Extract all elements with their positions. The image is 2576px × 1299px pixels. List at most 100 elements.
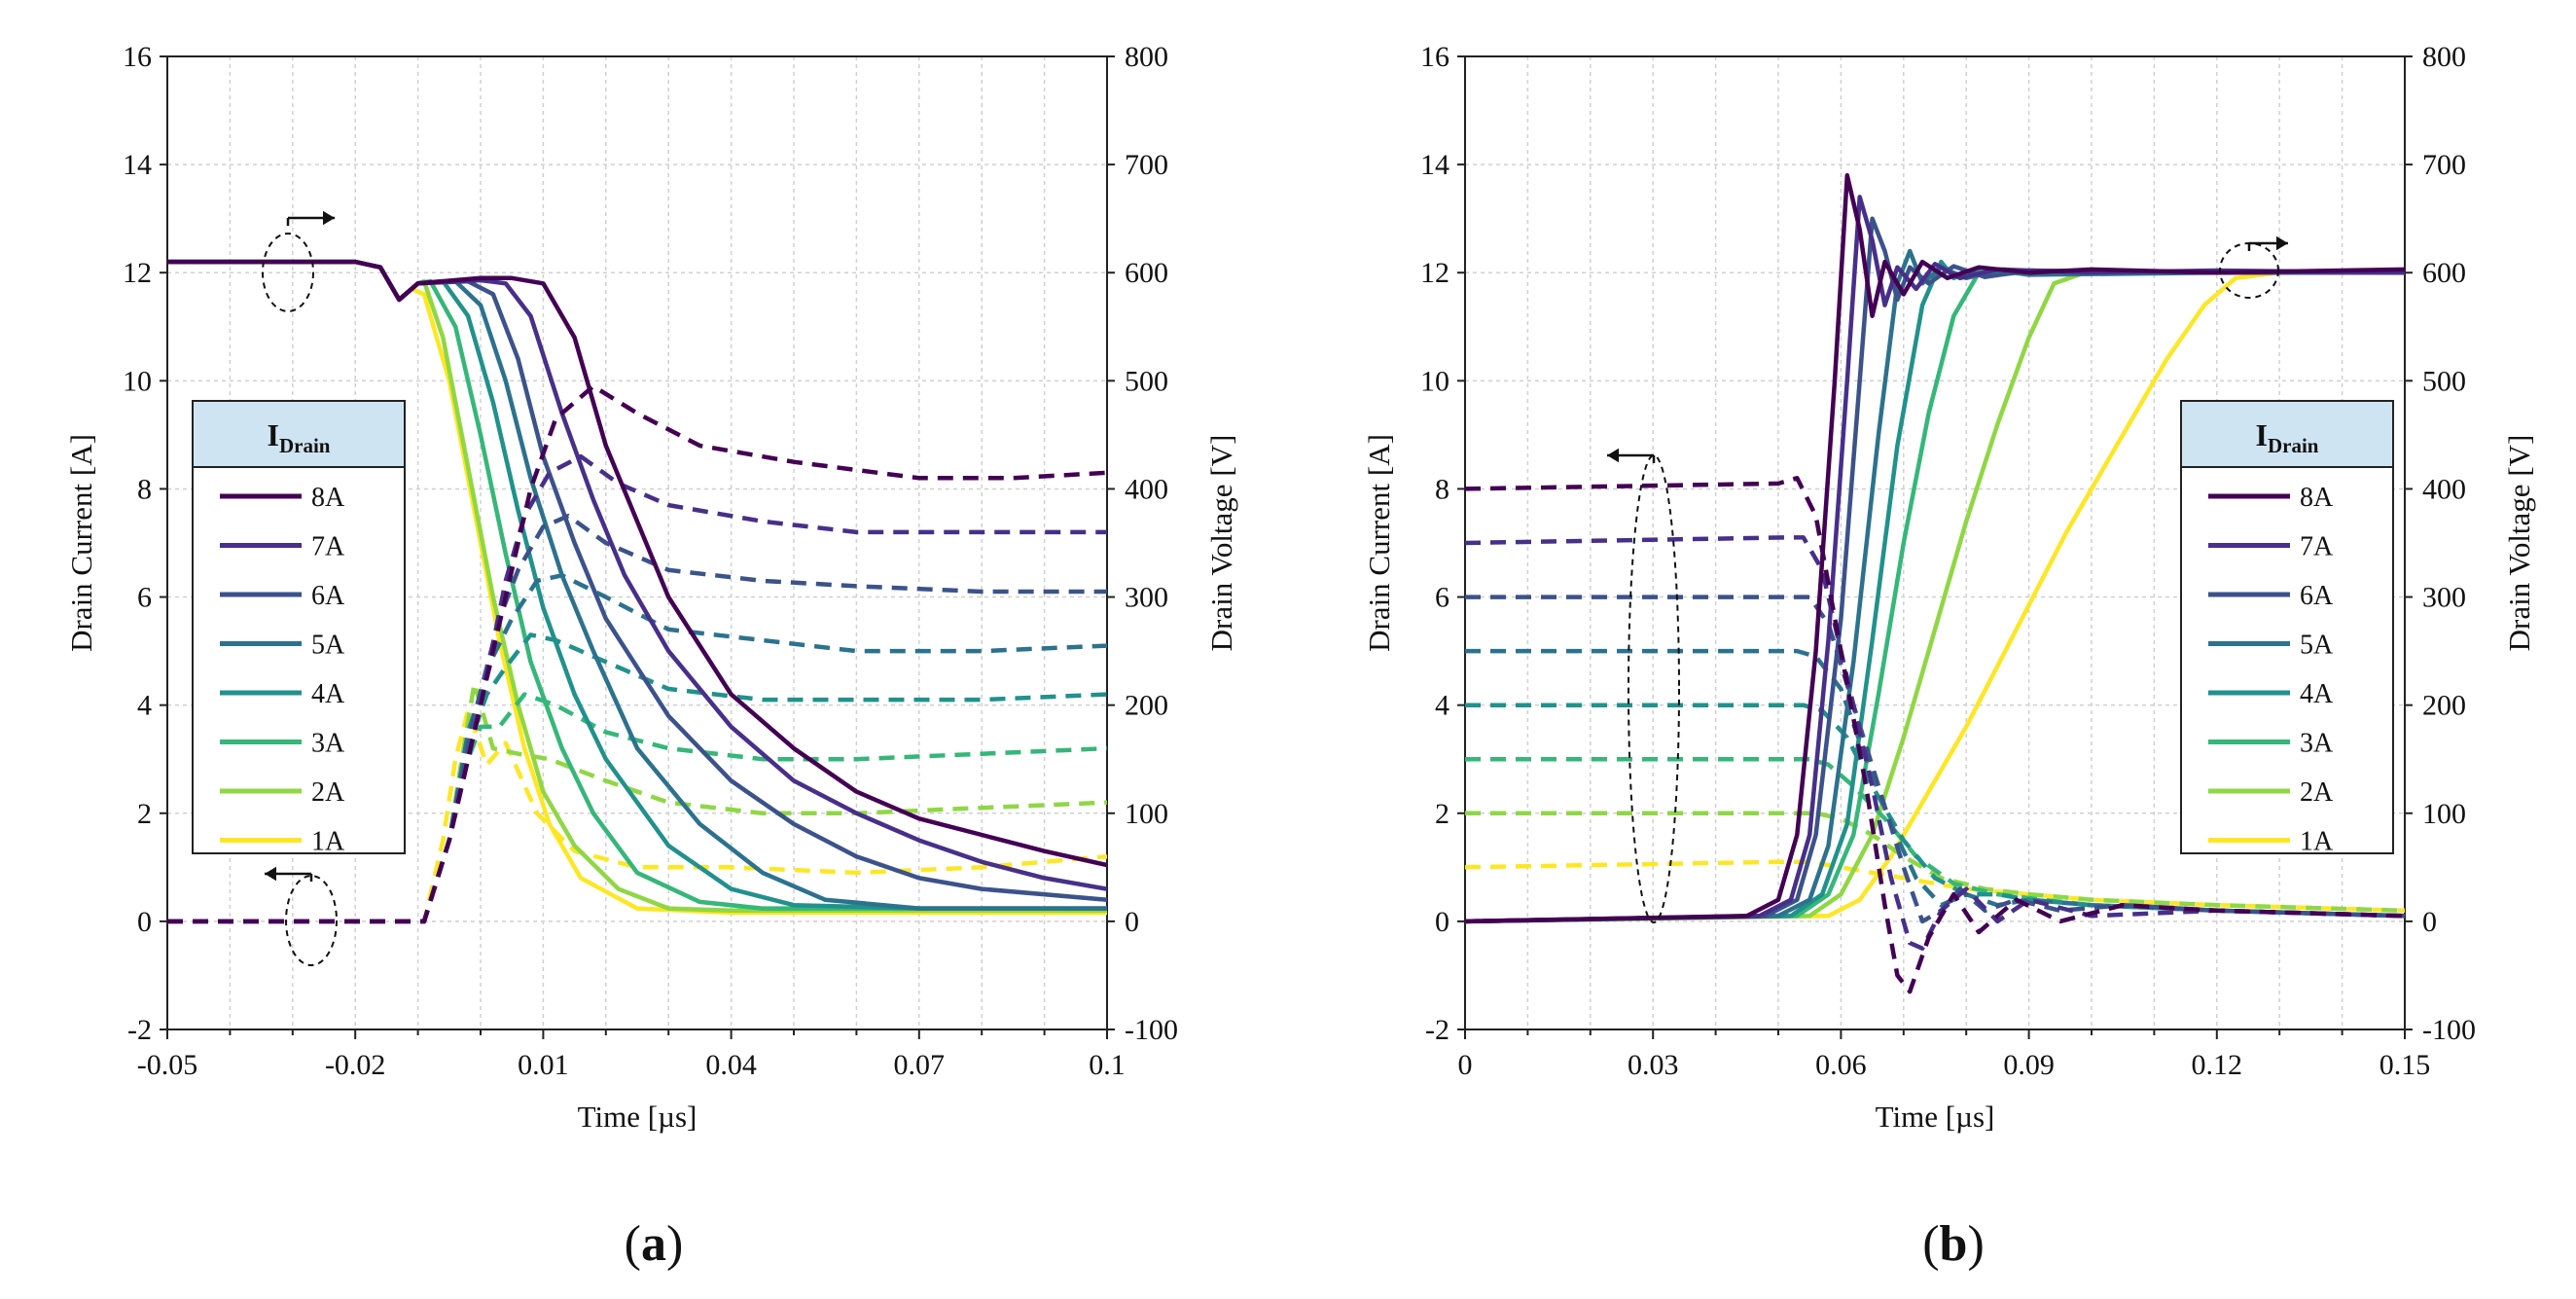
arrow-head-icon [2276,235,2288,251]
plot-frame [166,55,1108,1030]
y-right-tick-label: -100 [1125,1014,1178,1046]
y-axis-right-label: Drain Voltage [V] [2502,435,2536,652]
series-1A-voltage-line [1465,270,2405,924]
legend-entry-2A: 2A [311,777,345,808]
legend-entry-2A: 2A [2300,777,2334,808]
x-tick-label: -0.05 [137,1049,198,1081]
legend-title-sub: Drain [279,434,331,457]
y-axis-left-label: Drain Current [A] [1362,434,1396,652]
series-lines [1465,172,2405,994]
y-left-tick-label: 12 [1420,257,1449,289]
legend-entry-6A: 6A [311,581,345,611]
legend-entry-7A: 7A [311,532,345,562]
panel-label-letter: a [641,1216,666,1272]
arrow-head-icon [265,866,276,882]
legend-box [2180,400,2394,854]
y-left-tick-label: 2 [137,798,152,830]
y-right-tick-label: 300 [1125,582,1168,614]
y-left-tick-label: 4 [137,690,152,722]
y-right-tick-label: 800 [2422,41,2466,73]
y-left-tick-label: 2 [1435,798,1449,830]
y-right-tick-label: 700 [1125,149,1168,181]
y-right-tick-label: 400 [2422,473,2466,505]
y-right-tick-label: 600 [2422,257,2466,289]
legend-entry-7A: 7A [2300,532,2334,562]
x-tick-label: 0.03 [1628,1049,1679,1081]
legend-title: IDrain [268,417,331,457]
x-tick-label: 0.12 [2192,1049,2243,1081]
legend-entry-1A: 1A [2300,827,2334,857]
y-right-tick-label: 200 [2422,690,2466,722]
y-right-tick-label: 700 [2422,149,2466,181]
legend-entry-4A: 4A [2300,679,2334,709]
series-8A-voltage-line [167,259,1107,868]
y-left-tick-label: 14 [1420,149,1449,181]
series-8A-current-line [167,383,1107,924]
x-tick-label: 0.1 [1089,1049,1126,1081]
y-axis-right-label: Drain Voltage [V] [1204,435,1238,652]
y-right-tick-label: 500 [2422,365,2466,397]
y-right-tick-label: 400 [1125,473,1168,505]
legend: IDrain 8A 7A 6A 5A 4A 3A 2A 1A [2180,400,2394,857]
y-left-tick-label: -2 [1425,1014,1449,1046]
panel-label: (a) [625,1216,684,1272]
series-lines [167,259,1107,924]
y-right-tick-label: 100 [1125,798,1168,830]
x-tick-label: 0.01 [518,1049,569,1081]
y-right-tick-label: 100 [2422,798,2466,830]
y-left-tick-label: 16 [1420,41,1449,73]
x-tick-label: -0.02 [325,1049,386,1081]
series-8A-current-line [1465,476,2405,994]
y-right-tick-label: 600 [1125,257,1168,289]
chart-panel-a: -2 0 2 4 6 8 10 12 14 16 -100 0 100 200 300 400 500 600 70… [64,41,1238,1272]
legend-header [2180,400,2394,468]
x-tick-label: 0.06 [1815,1049,1867,1081]
legend-entry-5A: 5A [311,631,345,661]
axis-indicator-2 [2219,235,2288,299]
x-tick-label: 0.04 [705,1049,757,1081]
panel-label: (b) [1922,1216,1985,1272]
y-left-tick-label: 0 [1435,906,1449,938]
y-right-tick-label: 800 [1125,41,1168,73]
x-axis-label: Time [µs] [1876,1100,1995,1134]
y-right-tick-label: 300 [2422,582,2466,614]
legend-entry-3A: 3A [311,729,345,759]
x-tick-label: 0.15 [2379,1049,2431,1081]
series-5A-current-line [1465,648,2405,919]
x-tick-label: 0 [1458,1049,1473,1081]
x-tick-label: 0.07 [894,1049,946,1081]
axis-indicator-1 [262,210,335,312]
x-axis-label: Time [µs] [578,1100,698,1134]
legend-entry-8A: 8A [311,483,345,513]
y-left-tick-label: 10 [123,365,152,397]
y-right-tick-label: 0 [1125,906,1139,938]
legend: IDrain 8A 7A 6A 5A 4A 3A 2A 1A [192,400,406,857]
arrow-head-icon [323,210,335,226]
legend-title-sub: Drain [2268,434,2319,457]
indicator-ellipse [1628,454,1680,923]
panel-label-letter: b [1940,1216,1968,1272]
series-8A-voltage-line [1465,172,2405,924]
y-right-tick-label: -100 [2422,1014,2476,1046]
y-left-tick-label: 4 [1435,690,1449,722]
legend-entry-1A: 1A [311,827,345,857]
y-left-tick-label: 0 [137,906,152,938]
legend-entry-3A: 3A [2300,729,2334,759]
y-left-tick-label: 8 [1435,473,1449,505]
legend-entry-6A: 6A [2300,581,2334,611]
indicator-ellipse [262,233,314,312]
y-left-tick-label: 6 [1435,582,1449,614]
y-left-tick-label: 10 [1420,365,1449,397]
chart-panel-b: -2 0 2 4 6 8 10 12 14 16 -100 0 100 200 300 400 500 600 70… [1362,41,2536,1272]
y-axis-left-label: Drain Current [A] [64,434,98,652]
y-left-tick-label: -2 [127,1014,152,1046]
axis-indicator-1 [1607,448,1680,923]
legend-box [192,400,406,854]
arrow-head-icon [1607,448,1619,463]
legend-title-main: I [268,417,279,452]
legend-entry-8A: 8A [2300,483,2334,513]
indicator-ellipse [285,875,338,966]
y-left-tick-label: 6 [137,582,152,614]
